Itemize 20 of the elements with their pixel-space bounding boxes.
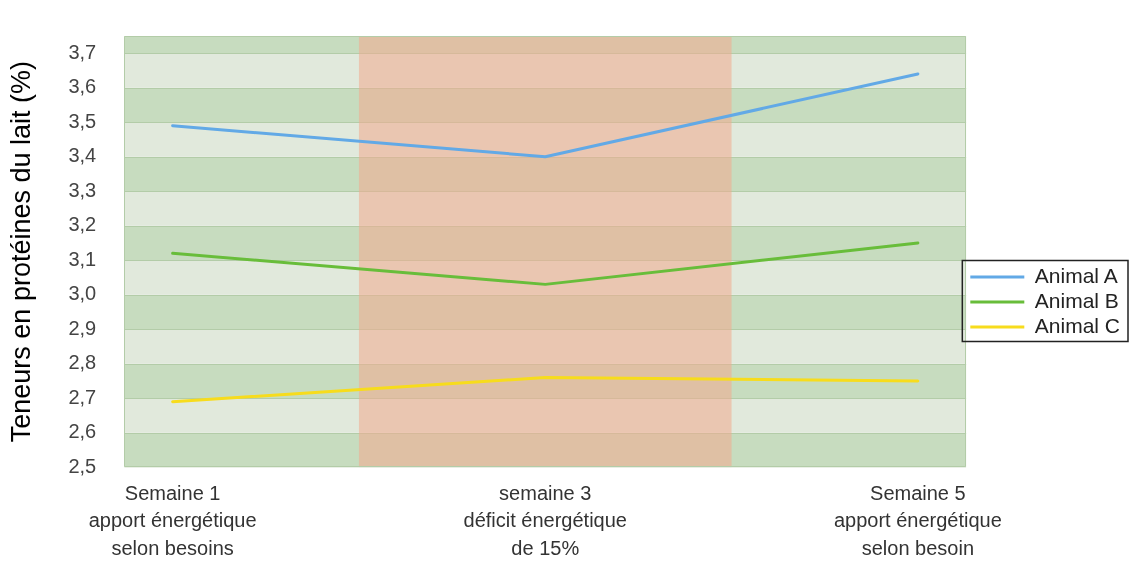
y-tick-label: 3,1 <box>68 247 97 270</box>
y-tick-label: 2,9 <box>68 316 97 339</box>
y-tick-label: 3,5 <box>68 109 97 132</box>
x-tick-label: semaine 3 déficit énergétique de 15% <box>463 481 627 559</box>
y-tick-label: 3,0 <box>68 282 97 305</box>
y-tick-label: 2,8 <box>68 351 97 374</box>
legend-label: Animal C <box>1034 313 1121 337</box>
y-tick-label: 3,7 <box>68 40 97 63</box>
y-axis-title: Teneurs en protéines du lait (%) <box>5 60 36 443</box>
legend-label: Animal B <box>1034 288 1119 312</box>
y-tick-label: 2,6 <box>68 420 97 443</box>
y-tick-label: 3,2 <box>68 213 97 236</box>
legend-label: Animal A <box>1034 263 1118 287</box>
y-tick-label: 2,7 <box>68 385 97 408</box>
y-tick-label: 3,6 <box>68 75 97 98</box>
y-tick-label: 3,4 <box>68 144 97 167</box>
y-tick-label: 3,3 <box>68 178 97 201</box>
y-tick-label: 2,5 <box>68 454 97 477</box>
x-tick-label: Semaine 5 apport énergétique selon besoin <box>833 481 1002 559</box>
x-tick-label: Semaine 1 apport énergétique selon besoins <box>88 481 257 559</box>
